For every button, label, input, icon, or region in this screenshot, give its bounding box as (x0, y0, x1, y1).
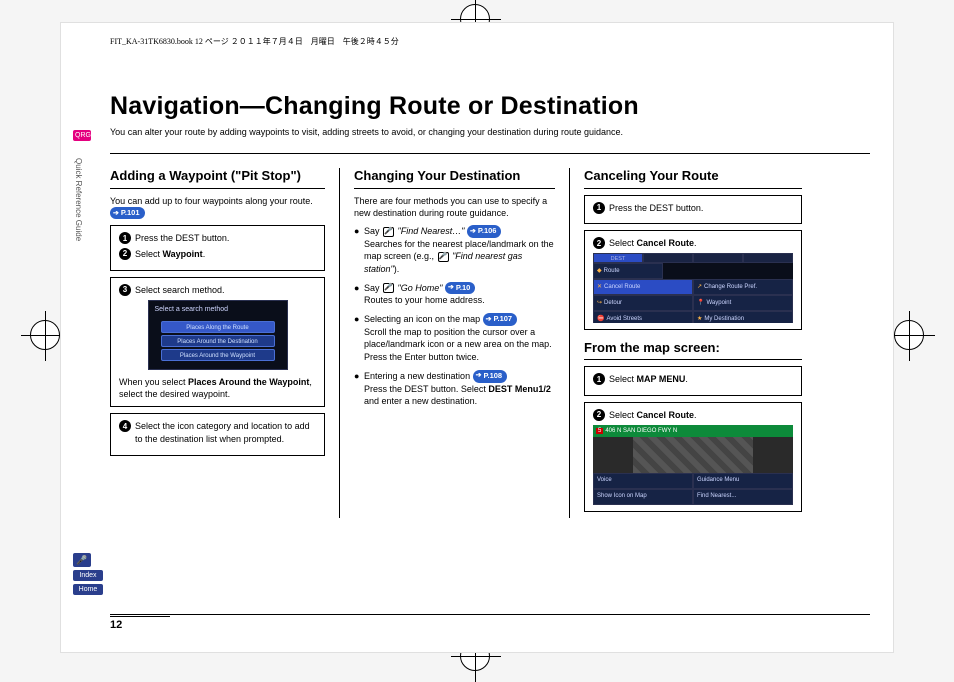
cancel-step-1: 1 Press the DEST button. (584, 195, 802, 225)
ss-option: Places Along the Route (161, 321, 275, 333)
bullet-3: ● Selecting an icon on the map P.107 Scr… (354, 313, 555, 364)
nav-screenshot-dest-menu: DEST ◆Route ✕Cancel Route ↗Change Route … (593, 253, 793, 323)
footer-rule (110, 614, 870, 615)
h-add-waypoint: Adding a Waypoint ("Pit Stop") (110, 168, 325, 189)
voice-icon[interactable]: 🎤 (73, 553, 91, 567)
page-content: Navigation—Changing Route or Destination… (110, 92, 870, 518)
ss-tab (743, 253, 793, 263)
page-ref-106[interactable]: P.106 (467, 225, 502, 238)
note-text: When you select Places Around the Waypoi… (119, 376, 316, 400)
page-ref-10[interactable]: P.10 (445, 282, 475, 295)
step-text: Select search method. (135, 284, 316, 297)
step-text: Select Cancel Route. (609, 237, 793, 250)
step-num-1: 1 (593, 373, 605, 385)
steps-box-1: 1 Press the DEST button. 2 Select Waypoint… (110, 225, 325, 270)
bullet-1: ● Say 🎤 "Find Nearest…" P.106 Searches f… (354, 225, 555, 276)
mic-icon: 🎤 (383, 283, 394, 293)
h-change-dest: Changing Your Destination (354, 168, 555, 189)
h-cancel-route: Canceling Your Route (584, 168, 802, 189)
step-text: Press the DEST button. (135, 232, 316, 245)
qrg-tab[interactable]: QRG (73, 130, 91, 141)
step-num-4: 4 (119, 420, 131, 432)
step-text: Select the icon category and location to… (135, 420, 316, 445)
steps-box-3: 4 Select the icon category and location t… (110, 413, 325, 455)
ss-tab (643, 253, 693, 263)
ss-tab (693, 253, 743, 263)
nav-screenshot-search: Select a search method Places Along the … (148, 300, 288, 370)
step-num-1: 1 (119, 232, 131, 244)
step-num-3: 3 (119, 284, 131, 296)
step-num-2: 2 (119, 248, 131, 260)
page-ref-107[interactable]: P.107 (483, 313, 518, 326)
map-step-2: 2 Select Cancel Route. 5406 N SAN DIEGO F… (584, 402, 802, 512)
step-num-2: 2 (593, 409, 605, 421)
ss-option: Places Around the Destination (161, 335, 275, 347)
mic-icon: 🎤 (383, 227, 394, 237)
steps-box-2: 3 Select search method. Select a search m… (110, 277, 325, 408)
ss-option: Places Around the Waypoint (161, 349, 275, 361)
col-change-dest: Changing Your Destination There are four… (340, 168, 570, 518)
ss-title: Select a search method (149, 301, 287, 319)
ss-menu-item: Voice (593, 473, 693, 489)
col-cancel-route: Canceling Your Route 1 Press the DEST but… (570, 168, 802, 518)
source-header: FIT_KA-31TK6830.book 12 ページ ２０１１年７月４日 月曜… (110, 36, 399, 47)
cancel-step-2: 2 Select Cancel Route. DEST ◆Route ✕Cance… (584, 230, 802, 330)
step-num-1: 1 (593, 202, 605, 214)
bullet-2: ● Say 🎤 "Go Home" P.10 Routes to your ho… (354, 282, 555, 307)
p-change-intro: There are four methods you can use to sp… (354, 195, 555, 219)
index-button[interactable]: Index (73, 570, 103, 581)
intro-text: You can alter your route by adding waypo… (110, 127, 870, 137)
step-num-2: 2 (593, 237, 605, 249)
home-button[interactable]: Home (73, 584, 103, 595)
page-number: 12 (110, 616, 170, 631)
page-title: Navigation—Changing Route or Destination (110, 92, 870, 121)
step-text: Select Waypoint. (135, 248, 316, 261)
h-from-map: From the map screen: (584, 340, 802, 361)
bullet-4: ● Entering a new destination P.108 Press… (354, 370, 555, 408)
step-text: Select MAP MENU. (609, 373, 793, 386)
nav-screenshot-map-menu: 5406 N SAN DIEGO FWY N Voice Guidance Me… (593, 425, 793, 505)
p-waypoint-intro: You can add up to four waypoints along y… (110, 195, 325, 220)
ss-menu-item: Show Icon on Map (593, 489, 693, 505)
page-ref-101[interactable]: P.101 (110, 207, 145, 219)
step-text: Select Cancel Route. (609, 409, 793, 422)
map-step-1: 1 Select MAP MENU. (584, 366, 802, 396)
step-text: Press the DEST button. (609, 202, 793, 215)
ss-tab: DEST (593, 253, 643, 263)
ss-menu-item: Find Nearest... (693, 489, 793, 505)
col-add-waypoint: Adding a Waypoint ("Pit Stop") You can a… (110, 168, 340, 518)
page-ref-108[interactable]: P.108 (473, 370, 508, 383)
ss-menu-item: Guidance Menu (693, 473, 793, 489)
mic-icon: 🎤 (438, 252, 449, 262)
side-section-label: Quick Reference Guide (74, 158, 83, 241)
text: You can add up to four waypoints along y… (110, 196, 313, 206)
